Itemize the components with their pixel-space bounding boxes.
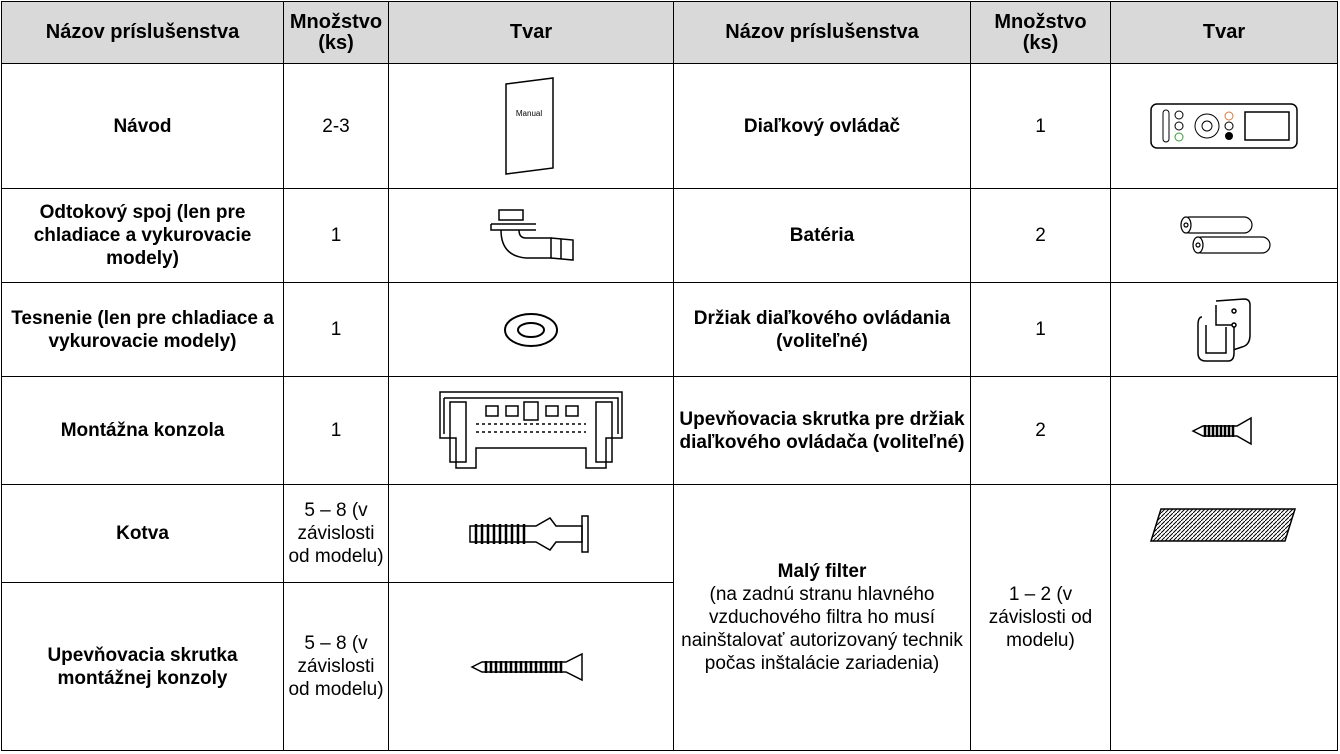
holder-icon	[1197, 297, 1251, 362]
shape-cell: Manual	[388, 63, 674, 189]
qty-cell: 1	[970, 63, 1111, 189]
shape-cell	[388, 282, 674, 377]
header-cell: Množstvo (ks)	[283, 1, 389, 64]
remote-icon	[1150, 103, 1298, 149]
qty-cell: 2	[970, 376, 1111, 485]
shape-cell	[388, 582, 674, 751]
shape-cell	[388, 484, 674, 583]
qty-cell: 1	[283, 188, 389, 283]
header-cell: Názov príslušenstva	[1, 1, 284, 64]
bracket-icon	[439, 390, 623, 469]
row: Upevňovacia skrutka montážnej konzoly 5 …	[1, 582, 1338, 751]
shape-cell	[388, 188, 674, 283]
seal-icon	[504, 312, 558, 347]
header-cell: Tvar	[1110, 1, 1338, 64]
qty-cell: 5 – 8 (v závislosti od modelu)	[283, 582, 389, 751]
qty-cell: 1	[283, 282, 389, 377]
name-cell: Držiak diaľkového ovládania (voliteľné)	[673, 282, 971, 377]
header-cell: Tvar	[388, 1, 674, 64]
name-cell: Tesnenie (len pre chladiace a vykurovaci…	[1, 282, 284, 377]
qty-cell: 1 – 2 (v závislosti od modelu)	[970, 484, 1111, 751]
header-cell: Množstvo (ks)	[970, 1, 1111, 64]
filter-icon	[1149, 508, 1297, 542]
qty-cell: 1	[283, 376, 389, 485]
manual-label: Manual	[516, 109, 542, 118]
name-cell: Batéria	[673, 188, 971, 283]
name-cell: Malý filter (na zadnú stranu hlavného vzd…	[673, 484, 971, 751]
screw-icon	[1191, 416, 1252, 445]
name-cell: Odtokový spoj (len pre chladiace a vykur…	[1, 188, 284, 283]
shape-cell	[1110, 63, 1338, 189]
shape-cell	[388, 376, 674, 485]
name-cell: Diaľkový ovládač	[673, 63, 971, 189]
name-cell: Upevňovacia skrutka pre držiak diaľkovéh…	[673, 376, 971, 485]
name-text: Malý filter	[777, 561, 867, 582]
manual-icon: Manual	[505, 77, 554, 175]
name-cell: Montážna konzola	[1, 376, 284, 485]
shape-cell	[1110, 376, 1338, 485]
row: Kotva 5 – 8 (v závislosti od modelu) Mal…	[1, 484, 1338, 751]
screw-icon	[470, 652, 583, 681]
qty-cell: 5 – 8 (v závislosti od modelu)	[283, 484, 389, 583]
name-cell: Kotva	[1, 484, 284, 583]
shape-cell	[1110, 188, 1338, 283]
qty-cell: 2	[970, 188, 1111, 283]
note-text: (na zadnú stranu hlavného vzduchového fi…	[681, 584, 963, 674]
header-cell: Názov príslušenstva	[673, 1, 971, 64]
drain-joint-icon	[490, 208, 574, 261]
shape-cell	[1110, 484, 1338, 751]
qty-cell: 1	[970, 282, 1111, 377]
anchor-icon	[469, 514, 589, 553]
row: Tesnenie (len pre chladiace a vykurovaci…	[1, 282, 1338, 377]
row: Montážna konzola 1 Upevňovacia skrutka p…	[1, 376, 1338, 485]
name-cell: Upevňovacia skrutka montážnej konzoly	[1, 582, 284, 751]
name-cell: Návod	[1, 63, 284, 189]
qty-cell: 2-3	[283, 63, 389, 189]
shape-cell	[1110, 282, 1338, 377]
battery-icon	[1180, 215, 1271, 254]
header-row: Názov príslušenstva Množstvo (ks) Tvar N…	[1, 1, 1338, 64]
row: Návod 2-3 Manual Diaľkový ovládač 1	[1, 63, 1338, 189]
row: Odtokový spoj (len pre chladiace a vykur…	[1, 188, 1338, 283]
